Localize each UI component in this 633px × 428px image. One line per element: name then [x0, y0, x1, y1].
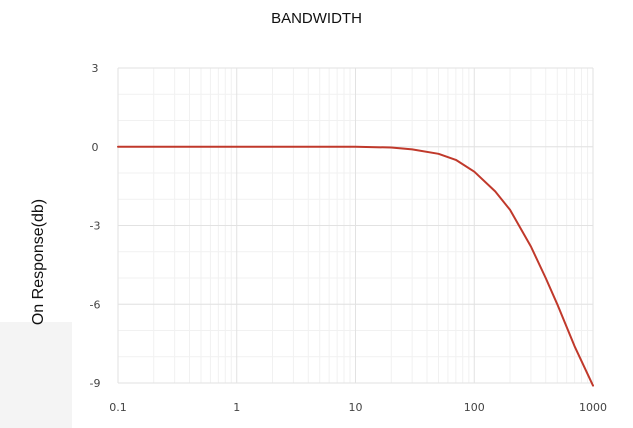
series-group [117, 145, 594, 387]
x-tick-label: 10 [349, 401, 363, 414]
x-tick-label: 0.1 [109, 401, 127, 414]
y-tick-label: 0 [92, 141, 99, 154]
y-tick-label: -9 [90, 377, 101, 390]
y-tick-label: 3 [92, 62, 99, 75]
x-tick-label: 1 [233, 401, 240, 414]
x-tick-labels: 0.1 1 10 100 1000 [109, 401, 607, 414]
x-tick-label: 100 [464, 401, 485, 414]
y-tick-labels: 3 0 -3 -6 -9 [90, 62, 101, 390]
y-tick-label: -3 [90, 220, 101, 233]
chart-title: BANDWIDTH [271, 10, 362, 27]
left-panel-shade [0, 322, 72, 428]
x-tick-label: 1000 [579, 401, 607, 414]
response-curve-line [117, 145, 594, 387]
y-tick-label: -6 [90, 298, 101, 311]
